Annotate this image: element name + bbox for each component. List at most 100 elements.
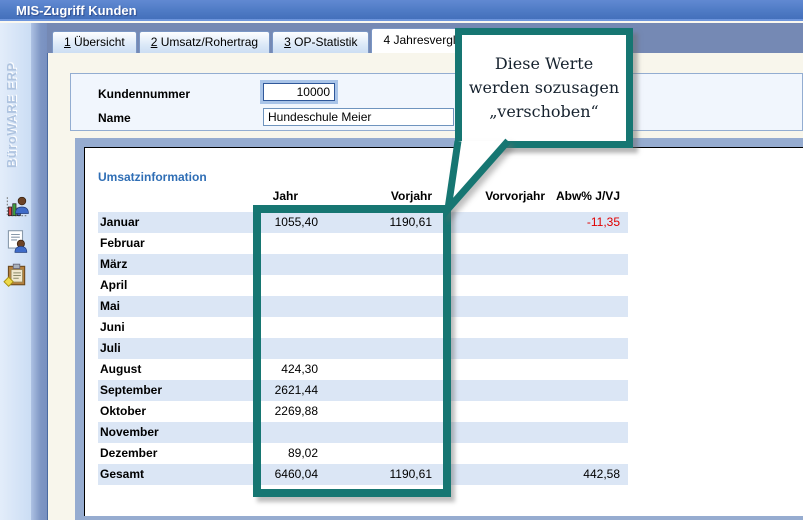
table-row: August 424,30 bbox=[98, 359, 628, 380]
tab-accel: 4 bbox=[383, 33, 391, 47]
table-row: April bbox=[98, 275, 628, 296]
cell-vorjahr bbox=[342, 296, 432, 317]
cell-jahr bbox=[228, 254, 318, 275]
section-title: Umsatzinformation bbox=[98, 170, 207, 184]
statistics-person-icon[interactable] bbox=[3, 194, 29, 220]
cell-vorjahr bbox=[342, 380, 432, 401]
table-rows: Januar 1055,40 1190,61 -11,35 Februar Mä… bbox=[84, 212, 803, 485]
callout-line: werden sozusagen bbox=[468, 78, 620, 97]
table-row: März bbox=[98, 254, 628, 275]
cell-month: Februar bbox=[100, 236, 145, 250]
table-row: Januar 1055,40 1190,61 -11,35 bbox=[98, 212, 628, 233]
cell-month: Dezember bbox=[100, 446, 158, 460]
cell-month: Juli bbox=[100, 341, 121, 355]
cell-jahr bbox=[228, 296, 318, 317]
name-label: Name bbox=[98, 111, 131, 125]
cell-vorjahr: 1190,61 bbox=[389, 215, 433, 229]
tab-label: Umsatz/Rohertrag bbox=[157, 35, 259, 49]
table-row: November bbox=[98, 422, 628, 443]
cell-abw bbox=[530, 254, 620, 275]
cell-abw bbox=[530, 422, 620, 443]
tab-label: OP-Statistik bbox=[290, 35, 358, 49]
col-header-abw: Abw% J/VJ bbox=[555, 189, 620, 203]
clipboard-note-icon[interactable] bbox=[3, 262, 29, 288]
kundennummer-input[interactable] bbox=[263, 83, 335, 101]
table-row: Oktober 2269,88 bbox=[98, 401, 628, 422]
sidebar-toolbar bbox=[3, 194, 31, 288]
kundennummer-label: Kundennummer bbox=[98, 87, 191, 101]
cell-vorjahr bbox=[342, 401, 432, 422]
table-header-row: Jahr Vorjahr Vorvorjahr Abw% J/VJ bbox=[98, 188, 628, 205]
cell-vorjahr bbox=[342, 275, 432, 296]
customer-form: Kundennummer Name bbox=[70, 73, 803, 131]
cell-month: November bbox=[100, 425, 159, 439]
cell-abw bbox=[530, 338, 620, 359]
cell-month: März bbox=[100, 257, 128, 271]
cell-month: Mai bbox=[100, 299, 121, 313]
cell-vorjahr bbox=[342, 422, 432, 443]
table-row: Juni bbox=[98, 317, 628, 338]
cell-vorjahr bbox=[342, 359, 432, 380]
cell-abw bbox=[530, 401, 620, 422]
table-row: September 2621,44 bbox=[98, 380, 628, 401]
cell-abw bbox=[530, 359, 620, 380]
cell-vorjahr bbox=[342, 338, 432, 359]
cell-abw bbox=[530, 233, 620, 254]
cell-jahr: 89,02 bbox=[287, 446, 318, 460]
cell-jahr: 6460,04 bbox=[274, 467, 318, 481]
brand-vertical-text: BüroWARE ERP bbox=[4, 62, 19, 168]
cell-jahr: 1055,40 bbox=[274, 215, 318, 229]
cell-abw bbox=[530, 380, 620, 401]
cell-abw bbox=[530, 317, 620, 338]
cell-jahr bbox=[228, 233, 318, 254]
cell-abw bbox=[530, 443, 620, 464]
tab-op-statistik[interactable]: 3 OP-Statistik bbox=[272, 31, 370, 53]
name-input[interactable] bbox=[263, 108, 454, 126]
cell-vorjahr bbox=[342, 443, 432, 464]
cell-vorjahr bbox=[342, 233, 432, 254]
cell-jahr bbox=[228, 275, 318, 296]
cell-month: Januar bbox=[100, 215, 140, 229]
tab-bar: 1 Übersicht 2 Umsatz/Rohertrag 3 OP-Stat… bbox=[52, 28, 492, 53]
cell-jahr: 424,30 bbox=[281, 362, 318, 376]
cell-jahr bbox=[228, 317, 318, 338]
cell-abw bbox=[530, 275, 620, 296]
cell-month: April bbox=[100, 278, 128, 292]
cell-month: August bbox=[100, 362, 142, 376]
cell-vorjahr bbox=[342, 317, 432, 338]
table-row: Juli bbox=[98, 338, 628, 359]
cell-vorjahr bbox=[342, 254, 432, 275]
cell-month: Juni bbox=[100, 320, 125, 334]
cell-vorjahr: 1190,61 bbox=[389, 467, 433, 481]
table-row: Dezember 89,02 bbox=[98, 443, 628, 464]
cell-abw: 442,58 bbox=[583, 467, 620, 481]
cell-abw: -11,35 bbox=[586, 215, 620, 229]
tab-accel: 2 bbox=[150, 35, 158, 49]
tab-uebersicht[interactable]: 1 Übersicht bbox=[52, 31, 137, 53]
cell-month: September bbox=[100, 383, 163, 397]
table-row: Februar bbox=[98, 233, 628, 254]
table-row: Mai bbox=[98, 296, 628, 317]
cell-jahr: 2269,88 bbox=[274, 404, 318, 418]
report-panel bbox=[75, 138, 803, 520]
window-title: MIS-Zugriff Kunden bbox=[0, 0, 803, 21]
callout-line: Diese Werte bbox=[494, 54, 594, 73]
tab-accel: 1 bbox=[64, 35, 71, 49]
cell-jahr bbox=[228, 422, 318, 443]
col-header-jahr: Jahr bbox=[272, 189, 298, 203]
cell-abw bbox=[530, 296, 620, 317]
cell-jahr bbox=[228, 338, 318, 359]
cell-jahr: 2621,44 bbox=[274, 383, 318, 397]
cell-month: Oktober bbox=[100, 404, 147, 418]
report-person-icon[interactable] bbox=[3, 228, 29, 254]
sidebar-divider bbox=[31, 23, 47, 520]
umsatz-table: Umsatzinformation Jahr Vorjahr Vorvorjah… bbox=[84, 148, 803, 516]
cell-month: Gesamt bbox=[100, 467, 145, 481]
tab-umsatz-rohertrag[interactable]: 2 Umsatz/Rohertrag bbox=[138, 31, 271, 53]
callout-line: „verschoben“ bbox=[489, 102, 599, 121]
tab-label: Übersicht bbox=[70, 35, 125, 49]
callout-bubble: Diese Werte werden sozusagen „verschoben… bbox=[455, 28, 633, 148]
col-header-vorjahr: Vorjahr bbox=[390, 189, 432, 203]
table-row: Gesamt 6460,04 1190,61 442,58 bbox=[98, 464, 628, 485]
